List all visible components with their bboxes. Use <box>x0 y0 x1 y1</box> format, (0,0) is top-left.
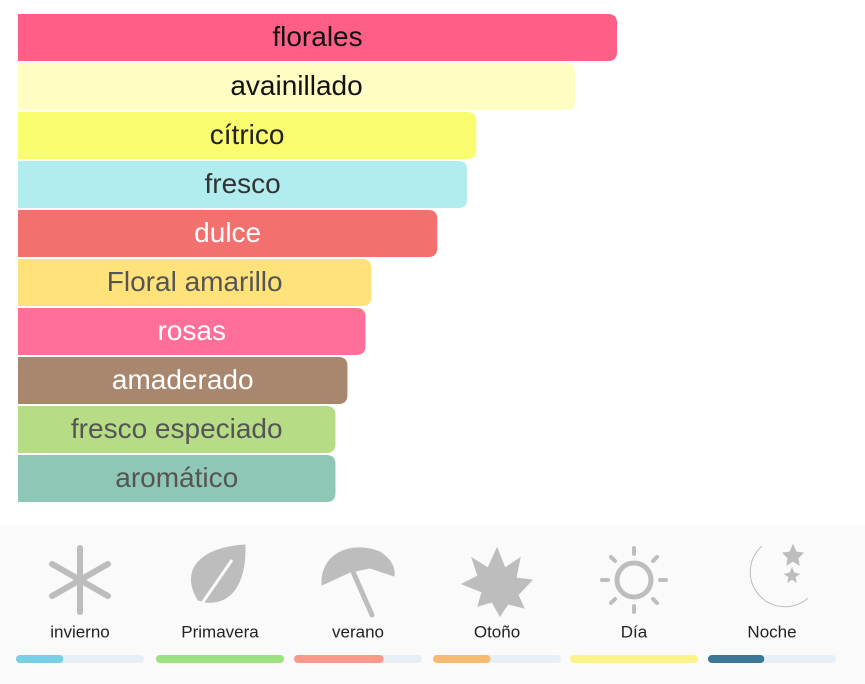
accord-bar <box>18 161 468 208</box>
icon-winter <box>49 545 111 615</box>
season-label: invierno <box>50 622 110 641</box>
accord-label: avainillado <box>230 70 362 101</box>
season-label: Noche <box>747 622 796 641</box>
icon-day <box>600 546 668 614</box>
accord-bar <box>18 112 477 159</box>
icon-autumn <box>460 546 534 617</box>
accord-bar <box>18 308 366 355</box>
accord-bar <box>18 210 438 257</box>
accord-label: amaderado <box>112 364 254 395</box>
icon-night <box>749 543 809 608</box>
accord-bar <box>18 357 348 404</box>
icon-summer <box>321 547 395 618</box>
accord-bar <box>18 259 372 306</box>
season-label: Otoño <box>474 622 520 641</box>
accord-bar <box>18 455 336 502</box>
icon-spring <box>190 544 246 613</box>
accord-label: Floral amarillo <box>107 266 283 297</box>
season-bar <box>16 655 64 663</box>
accord-label: aromático <box>115 462 238 493</box>
accord-label: fresco <box>205 168 281 199</box>
season-bar <box>570 655 698 663</box>
season-label: verano <box>332 622 384 641</box>
season-label: Primavera <box>181 622 259 641</box>
accord-label: dulce <box>194 217 261 248</box>
season-bar <box>294 655 384 663</box>
accord-label: cítrico <box>210 119 285 150</box>
accord-label: fresco especiado <box>71 413 283 444</box>
season-bar <box>708 655 765 663</box>
accord-bar <box>18 63 576 110</box>
accord-label: florales <box>272 21 362 52</box>
season-bar <box>156 655 284 663</box>
accord-bar <box>18 406 336 453</box>
season-bar <box>433 655 491 663</box>
season-label: Día <box>621 622 648 641</box>
accord-label: rosas <box>157 315 225 346</box>
accord-bar <box>18 14 617 61</box>
